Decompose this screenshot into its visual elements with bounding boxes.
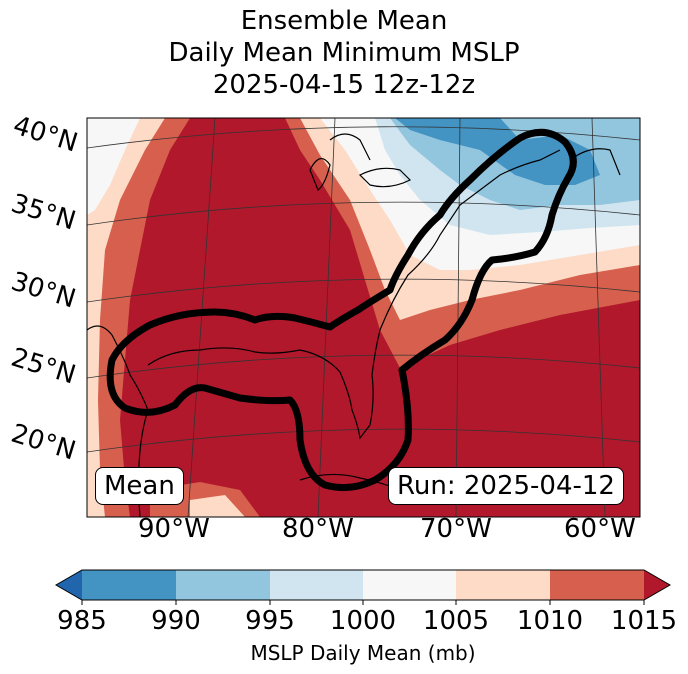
colorbar-990 bbox=[176, 570, 270, 600]
colorbar-under-arrow bbox=[56, 570, 82, 600]
colorbar-tick: 985 bbox=[57, 606, 107, 636]
title-line-1: Ensemble Mean bbox=[240, 6, 448, 36]
lon-label-70w: 70°W bbox=[420, 514, 492, 544]
colorbar-tick: 1000 bbox=[329, 606, 397, 636]
graticule bbox=[87, 118, 640, 517]
colorbar-tick: 1015 bbox=[610, 606, 678, 636]
colorbar-995 bbox=[270, 570, 363, 600]
title-line-3: 2025-04-15 12z-12z bbox=[212, 70, 476, 100]
colorbar-1005 bbox=[456, 570, 550, 600]
lon-label-90w: 90°W bbox=[138, 514, 210, 544]
ensemble-contour bbox=[106, 128, 577, 492]
colorbar-tick: 1005 bbox=[422, 606, 490, 636]
colorbar-label: MSLP Daily Mean (mb) bbox=[250, 641, 476, 665]
run-date-box: Run: 2025-04-12 bbox=[388, 467, 624, 505]
title-line-2: Daily Mean Minimum MSLP bbox=[168, 38, 520, 68]
lon-label-60w: 60°W bbox=[564, 514, 636, 544]
colorbar bbox=[54, 569, 672, 605]
colorbar-over-arrow bbox=[644, 570, 670, 600]
colorbar-tick: 1010 bbox=[516, 606, 584, 636]
colorbar-1010 bbox=[550, 570, 644, 600]
field-1005-west bbox=[87, 118, 165, 517]
lon-label-80w: 80°W bbox=[282, 514, 354, 544]
mean-label-box: Mean bbox=[95, 467, 184, 505]
field-1005-southwest bbox=[190, 495, 245, 517]
colorbar-985 bbox=[82, 570, 176, 600]
colorbar-tick: 990 bbox=[151, 606, 201, 636]
field-1000-west bbox=[87, 118, 140, 215]
colorbar-tick: 995 bbox=[245, 606, 295, 636]
colorbar-1000 bbox=[363, 570, 456, 600]
